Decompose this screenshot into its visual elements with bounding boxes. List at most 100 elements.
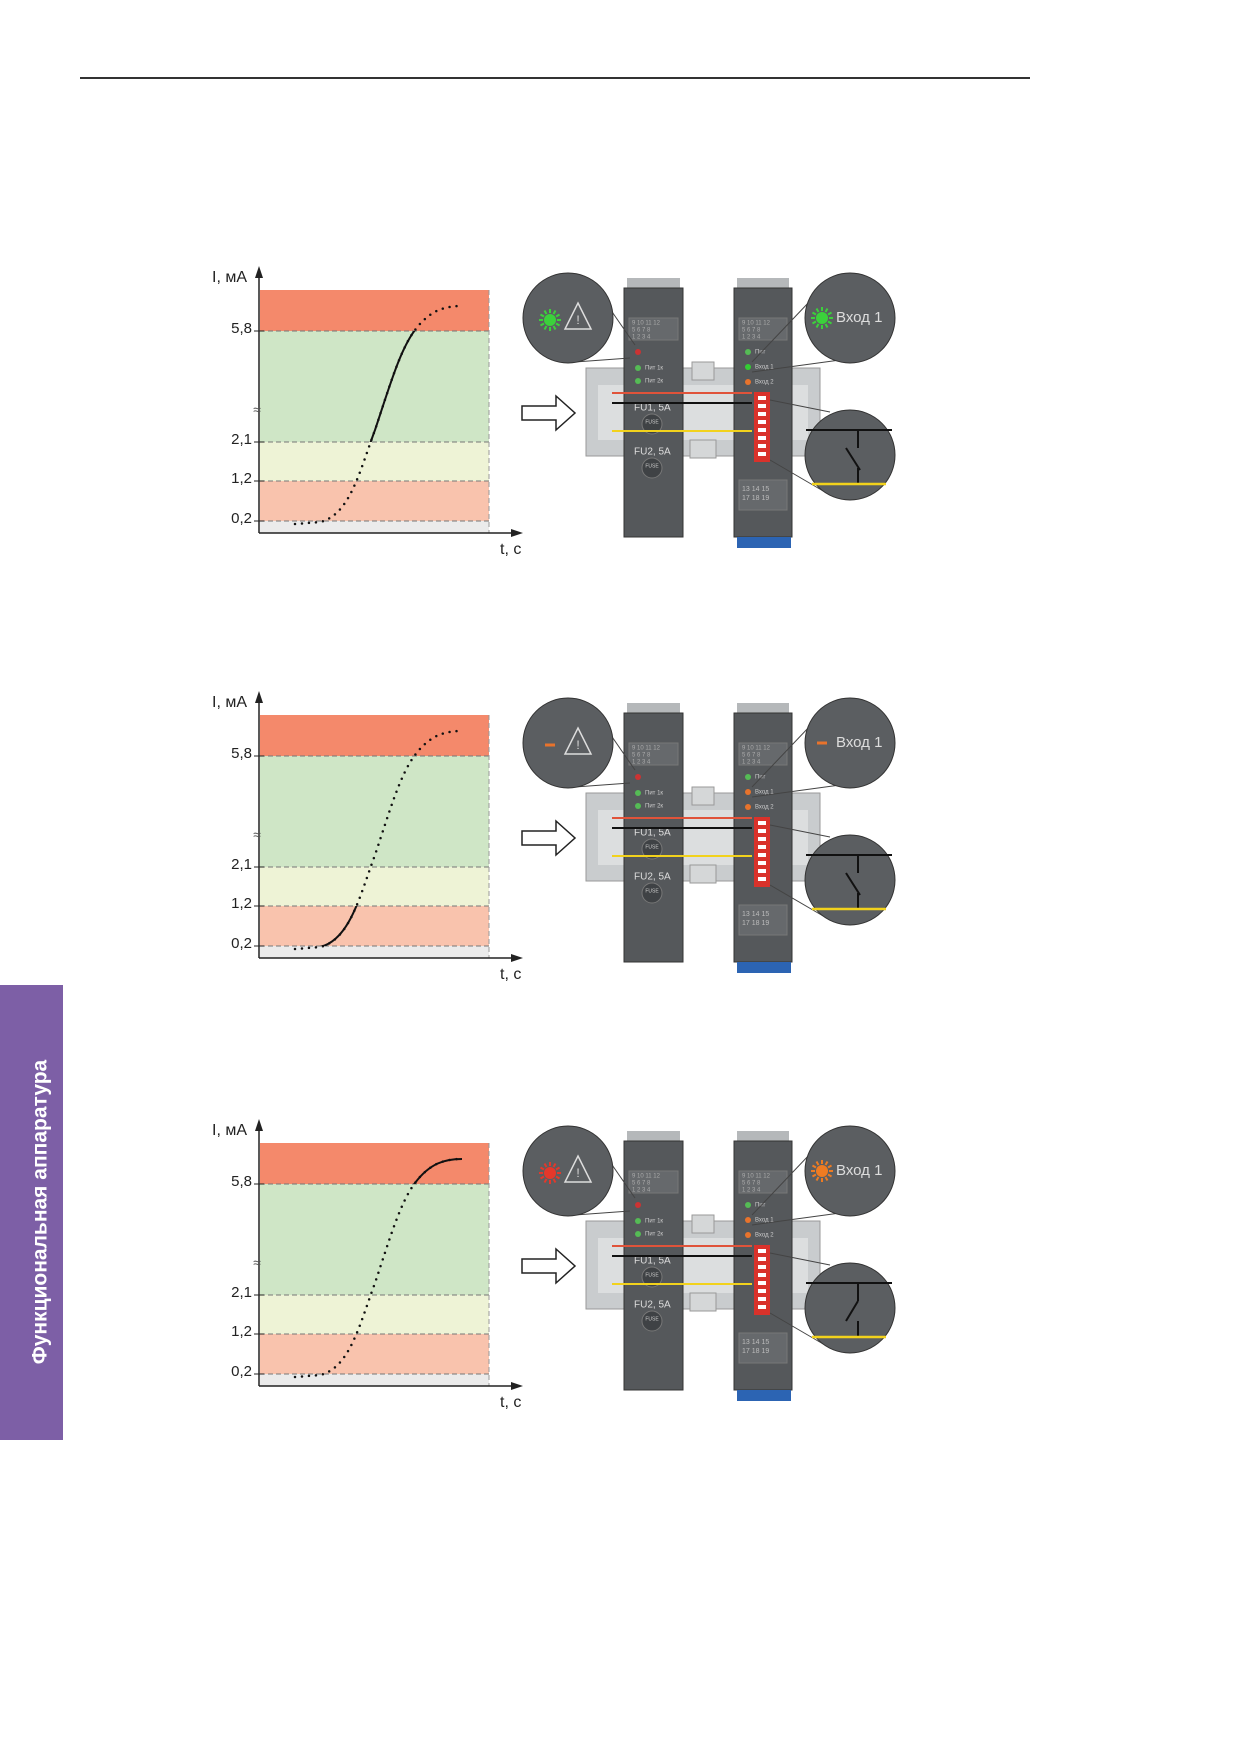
arrow bbox=[521, 1247, 577, 1285]
y-axis-label: I, мА bbox=[212, 694, 247, 711]
module-top bbox=[627, 278, 680, 290]
led bbox=[745, 379, 751, 385]
tick-label: 1,2 bbox=[231, 470, 252, 487]
terminal-numbers: 5 6 7 8 bbox=[632, 328, 651, 334]
indicator-ray bbox=[824, 1160, 829, 1166]
band-low-warning bbox=[260, 442, 489, 481]
indicator-ray bbox=[827, 320, 833, 325]
x-axis-label: t, с bbox=[500, 1394, 521, 1411]
tick-label: 2,1 bbox=[231, 1284, 252, 1301]
tick-label: 5,8 bbox=[231, 745, 252, 762]
dip bbox=[758, 436, 766, 440]
dip bbox=[758, 845, 766, 849]
y-axis-arrow bbox=[255, 1119, 263, 1131]
panel: ≈I, мАt, с5,82,11,20,29 10 11 125 6 7 81… bbox=[212, 266, 896, 558]
zoom-line bbox=[769, 399, 831, 413]
magnifier bbox=[522, 1125, 614, 1217]
curve-solid bbox=[319, 906, 358, 946]
dip bbox=[758, 396, 766, 400]
terminal-numbers: 9 10 11 12 bbox=[742, 746, 771, 752]
rail-clip bbox=[691, 786, 715, 806]
terminal-block bbox=[737, 537, 791, 548]
module-top bbox=[627, 1131, 680, 1143]
warning-mark: ! bbox=[576, 313, 579, 327]
band-high-alarm bbox=[260, 290, 489, 331]
dip bbox=[758, 877, 766, 881]
x-axis-label: t, с bbox=[500, 966, 521, 983]
fuse-text: FUSE bbox=[645, 419, 659, 425]
y-axis-label: I, мА bbox=[212, 269, 247, 286]
tick-label: 2,1 bbox=[231, 856, 252, 873]
fuse-label: FU2, 5A bbox=[634, 872, 671, 883]
magnifier bbox=[804, 1125, 896, 1217]
module-label-panel bbox=[628, 317, 679, 341]
terminal-block bbox=[737, 1390, 791, 1401]
zoom-line bbox=[574, 357, 631, 363]
terminal-numbers: 1 2 3 4 bbox=[742, 335, 761, 341]
dip bbox=[758, 444, 766, 448]
terminal-numbers: 17 18 19 bbox=[742, 920, 769, 927]
terminal-numbers: 9 10 11 12 bbox=[632, 1174, 661, 1180]
indicator-ray bbox=[539, 313, 545, 318]
terminal-numbers: 17 18 19 bbox=[742, 495, 769, 502]
dip bbox=[758, 869, 766, 873]
module-top bbox=[627, 703, 680, 715]
label: Вход 2 bbox=[755, 1233, 774, 1239]
tick-label: 5,8 bbox=[231, 320, 252, 337]
warning-icon bbox=[563, 1154, 593, 1183]
band-low-alarm bbox=[260, 481, 489, 521]
indicator bbox=[544, 314, 556, 326]
y-axis-label: I, мА bbox=[212, 1122, 247, 1139]
dip-switch bbox=[754, 392, 770, 462]
fuse bbox=[641, 413, 663, 435]
terminal-numbers: 1 2 3 4 bbox=[742, 760, 761, 766]
fuse bbox=[641, 838, 663, 860]
terminal-numbers: 9 10 11 12 bbox=[742, 321, 771, 327]
led bbox=[635, 790, 641, 796]
dip bbox=[758, 1289, 766, 1293]
terminal-numbers: 5 6 7 8 bbox=[632, 1181, 651, 1187]
module-top bbox=[737, 703, 789, 715]
warning-icon bbox=[563, 726, 593, 755]
fuse-text: FUSE bbox=[645, 1272, 659, 1278]
terminal-numbers: 1 2 3 4 bbox=[632, 1188, 651, 1194]
led bbox=[635, 349, 641, 355]
fuse-text: FUSE bbox=[645, 844, 659, 850]
rail-clip bbox=[691, 361, 715, 381]
module-label-panel bbox=[628, 742, 679, 766]
dip bbox=[758, 412, 766, 416]
label: Пит 1к bbox=[645, 791, 663, 797]
warning-mark: ! bbox=[576, 1166, 579, 1180]
band-normal bbox=[260, 331, 489, 442]
band-floor bbox=[260, 946, 489, 958]
terminal-numbers: 5 6 7 8 bbox=[632, 753, 651, 759]
tick-label: 0,2 bbox=[231, 510, 252, 527]
zoom-line bbox=[574, 782, 631, 788]
terminal-numbers: 5 6 7 8 bbox=[742, 328, 761, 334]
indicator-ray bbox=[552, 1178, 557, 1184]
module-label-panel bbox=[738, 1170, 788, 1194]
module-label-panel bbox=[738, 904, 788, 936]
indicator-ray bbox=[539, 322, 545, 327]
indicator-ray bbox=[555, 1166, 561, 1171]
zoom-line bbox=[751, 784, 841, 798]
terminal-numbers: 17 18 19 bbox=[742, 1348, 769, 1355]
indicator-ray bbox=[552, 1162, 557, 1168]
label: Вход 1 bbox=[755, 365, 774, 371]
rail-clip bbox=[689, 1292, 717, 1312]
module-top bbox=[737, 278, 789, 290]
fuse-label: FU2, 5A bbox=[634, 1300, 671, 1311]
dip-switch bbox=[754, 817, 770, 887]
dip bbox=[758, 837, 766, 841]
fuse bbox=[641, 1310, 663, 1332]
led bbox=[635, 365, 641, 371]
rail-clip bbox=[691, 1214, 715, 1234]
x-axis-label: t, с bbox=[500, 541, 521, 558]
tick-label: 0,2 bbox=[231, 935, 252, 952]
led bbox=[635, 774, 641, 780]
indicator-ray bbox=[543, 1162, 548, 1168]
led bbox=[745, 804, 751, 810]
module-label-panel bbox=[738, 742, 788, 766]
zoom-line bbox=[574, 1210, 631, 1216]
